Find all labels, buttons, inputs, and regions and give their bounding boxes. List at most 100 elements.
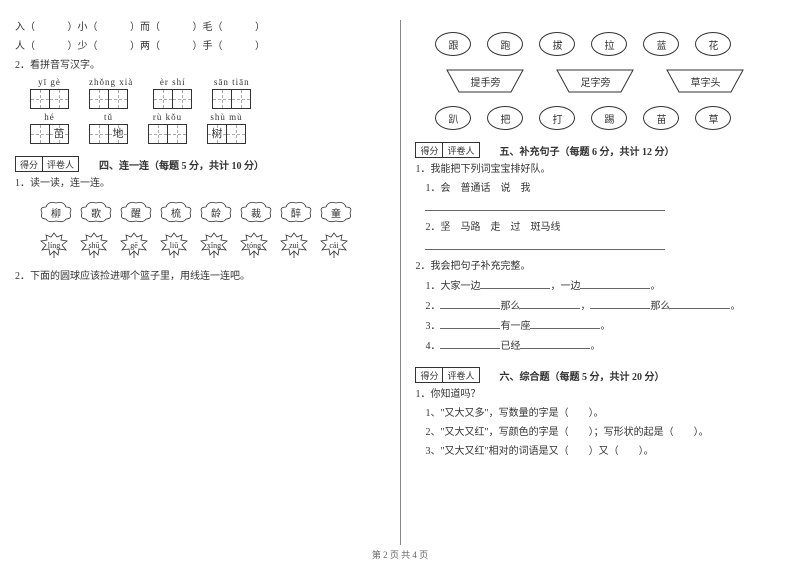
char-box xyxy=(108,89,128,109)
char-box: 苗 xyxy=(49,124,69,144)
pinyin-label: rù kǒu xyxy=(148,112,187,122)
grader-label: 评卷人 xyxy=(43,156,79,172)
leaf-item: shū xyxy=(77,231,111,259)
char-box xyxy=(30,89,50,109)
char-box xyxy=(89,89,109,109)
oval-item: 跑 xyxy=(487,32,523,56)
q5-1-1: 1．会 普通话 说 我 xyxy=(425,181,785,197)
pinyin-label: hé xyxy=(30,112,69,122)
q5-2-items: 1．大家一边，一边。2．那么，那么。3．有一座。4．已经。 xyxy=(415,278,785,355)
oval-item: 趴 xyxy=(435,106,471,130)
oval-item: 踢 xyxy=(591,106,627,130)
oval-item: 打 xyxy=(539,106,575,130)
cloud-item: 醒 xyxy=(120,201,152,223)
score-label: 得分 xyxy=(415,367,443,383)
score-box-4: 得分 评卷人 四、连一连（每题 5 分，共计 10 分） xyxy=(15,156,385,172)
oval-item: 拔 xyxy=(539,32,575,56)
text: ）两（ xyxy=(130,41,160,52)
score-box-5: 得分 评卷人 五、补充句子（每题 6 分，共计 12 分） xyxy=(415,142,785,158)
grid-item: shù mù 树 xyxy=(207,112,246,144)
grid-item: sān tiān xyxy=(212,77,251,109)
cloud-item: 龄 xyxy=(200,201,232,223)
pinyin-label: yī gè xyxy=(30,77,69,87)
q5-1-2: 2．坚 马路 走 过 斑马线 xyxy=(425,220,785,236)
char-box xyxy=(212,89,232,109)
trap-item: 提手旁 xyxy=(445,68,525,94)
grid-item: èr shí xyxy=(153,77,192,109)
char-box xyxy=(148,124,168,144)
char-boxes: 树 xyxy=(207,124,246,144)
text: 入（ xyxy=(15,22,35,33)
leaf-item: gē xyxy=(117,231,151,259)
q6-item: 1、"又大又多"，写数量的字是（ ）。 xyxy=(425,406,785,422)
trap-item: 足字旁 xyxy=(555,68,635,94)
leaf-item: liǔ xyxy=(157,231,191,259)
text: ）小（ xyxy=(68,22,98,33)
q6-items: 1、"又大又多"，写数量的字是（ ）。 2、"又大又红"，写颜色的字是（ ）；写形… xyxy=(415,406,785,460)
text: 人（ xyxy=(15,41,35,52)
section-4-title: 四、连一连（每题 5 分，共计 10 分） xyxy=(99,157,264,172)
oval-row-1: 跟跑拔拉蓝花 xyxy=(435,32,785,56)
trap-row: 提手旁足字旁草字头 xyxy=(445,68,785,94)
char-box: 地 xyxy=(108,124,128,144)
oval-item: 把 xyxy=(487,106,523,130)
grid-item: yī gè xyxy=(30,77,69,109)
q6-1: 1．你知道吗？ xyxy=(415,387,785,402)
q6-item: 2、"又大又红"，写颜色的字是（ ）；写形状的起是（ ）。 xyxy=(425,425,785,441)
text: ）手（ xyxy=(193,41,223,52)
cloud-item: 裁 xyxy=(240,201,272,223)
q5-2: 2．我会把句子补充完整。 xyxy=(415,259,785,274)
pinyin-label: shù mù xyxy=(207,112,246,122)
pinyin-label: èr shí xyxy=(153,77,192,87)
pair-row-1: 入（ ）小（ ）而（ ）毛（ ） xyxy=(15,20,385,35)
section-6-title: 六、综合题（每题 5 分，共计 20 分） xyxy=(500,368,665,383)
cloud-item: 童 xyxy=(320,201,352,223)
section-5-title: 五、补充句子（每题 6 分，共计 12 分） xyxy=(500,143,675,158)
text: ）少（ xyxy=(68,41,98,52)
leaf-item: zuì xyxy=(277,231,311,259)
q2-label: 2．看拼音写汉字。 xyxy=(15,58,385,73)
fill-sentence: 1．大家一边，一边。 xyxy=(425,278,785,295)
oval-item: 跟 xyxy=(435,32,471,56)
q4-2: 2．下面的圆球应该捡进哪个篮子里，用线连一连吧。 xyxy=(15,269,385,284)
score-label: 得分 xyxy=(15,156,43,172)
text: ） xyxy=(255,41,265,52)
cloud-item: 柳 xyxy=(40,201,72,223)
leaf-row: língshūgēliǔxǐngtóngzuìcái xyxy=(37,231,385,259)
char-box xyxy=(89,124,109,144)
right-column: 跟跑拔拉蓝花 提手旁足字旁草字头 趴把打踢苗草 得分 评卷人 五、补充句子（每题… xyxy=(400,0,800,565)
pinyin-grid-1: yī gè zhǒng xià èr shí sān tiān xyxy=(30,77,385,109)
leaf-item: líng xyxy=(37,231,71,259)
char-boxes: 苗 xyxy=(30,124,69,144)
char-box xyxy=(153,89,173,109)
grid-item: rù kǒu xyxy=(148,112,187,144)
leaf-item: xǐng xyxy=(197,231,231,259)
leaf-item: cái xyxy=(317,231,351,259)
char-boxes xyxy=(153,89,192,109)
char-boxes: 地 xyxy=(89,124,128,144)
char-box xyxy=(172,89,192,109)
blank-line xyxy=(425,200,785,217)
grader-label: 评卷人 xyxy=(443,142,479,158)
pinyin-label: zhǒng xià xyxy=(89,77,133,87)
fill-sentence: 3．有一座。 xyxy=(425,318,785,335)
cloud-item: 梳 xyxy=(160,201,192,223)
score-box-6: 得分 评卷人 六、综合题（每题 5 分，共计 20 分） xyxy=(415,367,785,383)
grader-label: 评卷人 xyxy=(443,367,479,383)
pinyin-label: sān tiān xyxy=(212,77,251,87)
char-boxes xyxy=(89,89,133,109)
oval-item: 蓝 xyxy=(643,32,679,56)
q5-1: 1．我能把下列词宝宝排好队。 xyxy=(415,162,785,177)
pair-row-2: 人（ ）少（ ）两（ ）手（ ） xyxy=(15,39,385,54)
fill-sentence: 2．那么，那么。 xyxy=(425,298,785,315)
grid-item: tǔ 地 xyxy=(89,112,128,144)
char-box xyxy=(231,89,251,109)
page-footer: 第 2 页 共 4 页 xyxy=(0,548,800,561)
text: ） xyxy=(255,22,265,33)
leaf-item: tóng xyxy=(237,231,271,259)
pinyin-label: tǔ xyxy=(89,112,128,122)
char-boxes xyxy=(212,89,251,109)
text: ）毛（ xyxy=(193,22,223,33)
cloud-item: 歌 xyxy=(80,201,112,223)
oval-item: 草 xyxy=(695,106,731,130)
